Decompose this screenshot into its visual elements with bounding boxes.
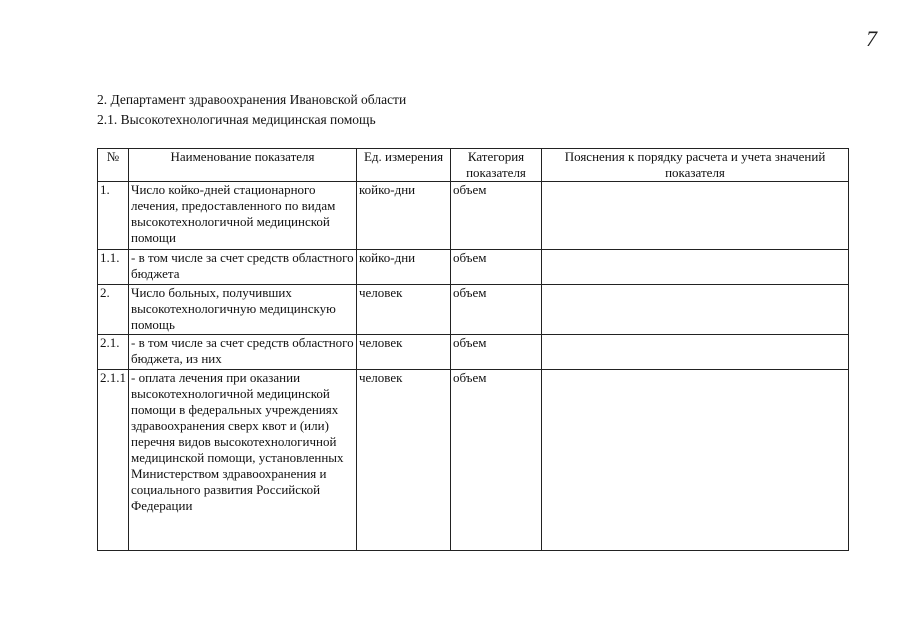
cell-name: - в том числе за счет средств областного… <box>128 249 357 285</box>
cell-num: 2.1. <box>97 334 129 370</box>
header-unit: Ед. измерения <box>356 148 451 182</box>
table-row: 2.1. - в том числе за счет средств област… <box>97 334 849 370</box>
cell-name: Число больных, получивших высокотехнолог… <box>128 284 357 335</box>
table-row: 2.1.1- оплата лечения при оказании высок… <box>97 369 849 551</box>
cell-notes <box>541 181 849 250</box>
page-number: 7 <box>866 26 877 51</box>
table-row: 1. Число койко-дней стационарного лечения… <box>97 181 849 250</box>
cell-notes <box>541 284 849 335</box>
cell-category: объем <box>450 284 542 335</box>
cell-unit: человек <box>356 334 451 370</box>
section-heading: 2. Департамент здравоохранения Ивановско… <box>97 92 407 107</box>
cell-unit: койко-дни <box>356 249 451 285</box>
cell-name: - в том числе за счет средств областного… <box>128 334 357 370</box>
header-name: Наименование показателя <box>128 148 357 182</box>
cell-category: объем <box>450 181 542 250</box>
header-num: № <box>97 148 129 182</box>
table-row: 2. Число больных, получивших высокотехнол… <box>97 284 849 335</box>
cell-unit: койко-дни <box>356 181 451 250</box>
indicators-table: № Наименование показателя Ед. измерения … <box>97 148 849 551</box>
cell-num: 1.1. <box>97 249 129 285</box>
cell-num: 1. <box>97 181 129 250</box>
cell-num: 2.1.1 <box>97 369 129 551</box>
cell-num: 2. <box>97 284 129 335</box>
cell-notes <box>541 369 849 551</box>
table-row: 1.1. - в том числе за счет средств област… <box>97 249 849 285</box>
cell-name: - оплата лечения при оказании высокотехн… <box>128 369 357 551</box>
cell-unit: человек <box>356 284 451 335</box>
cell-category: объем <box>450 334 542 370</box>
subsection-heading: 2.1. Высокотехнологичная медицинская пом… <box>97 112 376 127</box>
table-header-row: № Наименование показателя Ед. измерения … <box>97 148 849 182</box>
header-notes: Пояснения к порядку расчета и учета знач… <box>541 148 849 182</box>
header-category: Категория показателя <box>450 148 542 182</box>
cell-notes <box>541 249 849 285</box>
cell-category: объем <box>450 369 542 551</box>
cell-notes <box>541 334 849 370</box>
cell-category: объем <box>450 249 542 285</box>
cell-unit: человек <box>356 369 451 551</box>
cell-name: Число койко-дней стационарного лечения, … <box>128 181 357 250</box>
